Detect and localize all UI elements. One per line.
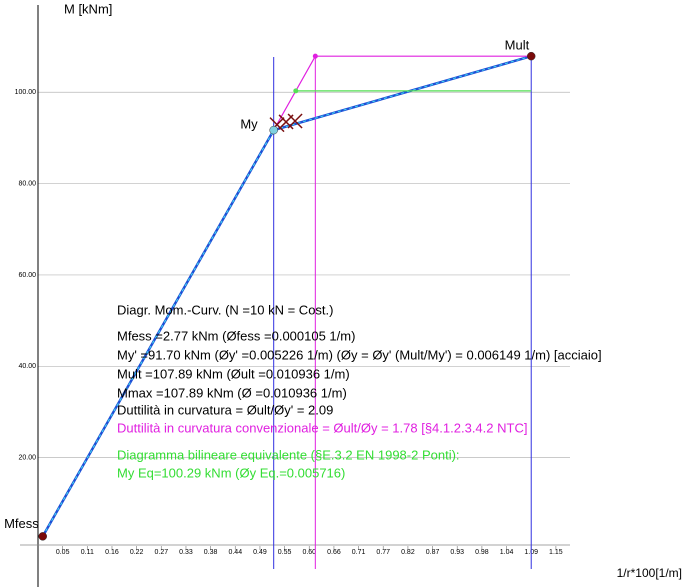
point-label: Mult (505, 38, 530, 53)
x-tick-label: 0.22 (130, 549, 144, 556)
conventional-yield-dot (312, 53, 318, 59)
x-tick-label: 0.27 (154, 549, 168, 556)
annotation: Mfess =2.77 kNm (Øfess =0.000105 1/m) (117, 328, 355, 343)
point-label: Mfess (4, 516, 39, 531)
point-label: My (240, 117, 258, 132)
annotation: Diagramma bilineare equivalente (§E.3.2 … (117, 447, 460, 462)
x-tick-label: 0.66 (327, 549, 341, 556)
x-tick-label: 0.82 (401, 549, 415, 556)
point-marker (526, 51, 536, 61)
x-tick-label: 0.93 (450, 549, 464, 556)
annotation: My' =91.70 kNm (Øy' =0.005226 1/m) (Øy =… (117, 347, 602, 362)
x-tick-label: 0.77 (376, 549, 390, 556)
x-axis-label: 1/r*100[1/m] (617, 566, 682, 580)
point-marker (269, 125, 278, 135)
annotation: My Eq=100.29 kNm (Øy Eq.=0.005716) (117, 465, 345, 480)
x-tick-label: 0.44 (228, 549, 242, 556)
annotation: Diagr. Mom.-Curv. (N =10 kN = Cost.) (117, 302, 333, 317)
x-tick-label: 0.11 (81, 549, 94, 556)
point-marker (38, 532, 47, 541)
annotation: Mult =107.89 kNm (Øult =0.010936 1/m) (117, 366, 350, 381)
y-tick-label: 60.00 (18, 272, 36, 279)
x-tick-label: 0.49 (253, 549, 267, 556)
x-tick-label: 1.15 (549, 549, 563, 556)
series-line-dash (42, 55, 532, 537)
bilinear-yield-dot (293, 88, 299, 94)
y-tick-label: 80.00 (18, 180, 36, 187)
y-tick-label: 20.00 (18, 454, 36, 461)
y-tick-label: 40.00 (18, 363, 36, 370)
x-tick-label: 0.33 (179, 549, 193, 556)
x-tick-label: 0.60 (302, 549, 316, 556)
y-axis-label: M [kNm] (64, 1, 112, 16)
cross-marker (287, 113, 303, 129)
annotation: Mmax =107.89 kNm (Ø =0.010936 1/m) (117, 385, 347, 400)
annotation: Duttilità in curvatura convenzionale = Ø… (117, 420, 527, 435)
x-tick-label: 0.16 (105, 549, 119, 556)
annotation: Duttilità in curvatura = Øult/Øy' = 2.09 (117, 402, 333, 417)
x-tick-label: 0.05 (56, 549, 70, 556)
x-tick-label: 0.71 (352, 549, 366, 556)
series-line (41, 54, 532, 537)
x-tick-label: 0.38 (204, 549, 218, 556)
y-tick-label: 100.00 (15, 89, 37, 96)
x-tick-label: 0.55 (278, 549, 292, 556)
x-tick-label: 0.98 (475, 549, 489, 556)
x-tick-label: 1.04 (500, 549, 514, 556)
x-tick-label: 0.87 (426, 549, 440, 556)
